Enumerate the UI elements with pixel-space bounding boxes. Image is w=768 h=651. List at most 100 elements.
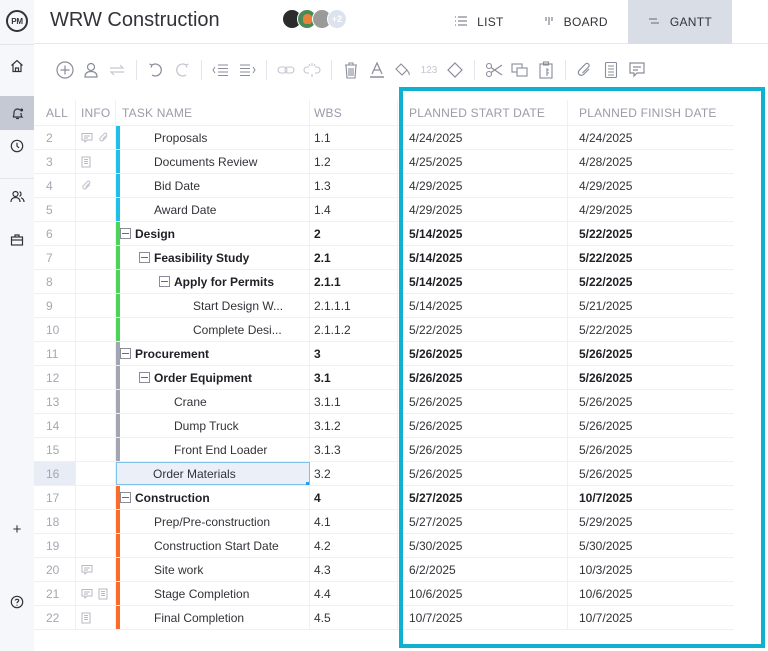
wbs-cell[interactable]: 4.4 [310, 582, 398, 605]
wbs-cell[interactable]: 1.3 [310, 174, 398, 197]
planned-finish-cell[interactable]: 5/26/2025 [579, 442, 633, 457]
row-number[interactable]: 6 [34, 222, 76, 245]
cut-icon[interactable] [481, 57, 507, 83]
planned-start-cell[interactable]: 6/2/2025 [398, 558, 568, 581]
table-row[interactable]: 15 Front End Loader 3.1.3 5/26/2025 5/26… [34, 438, 734, 462]
wbs-cell[interactable]: 4.3 [310, 558, 398, 581]
task-name-cell[interactable]: Prep/Pre-construction [116, 510, 310, 533]
people-icon[interactable] [0, 181, 34, 211]
planned-start-cell[interactable]: 5/14/2025 [398, 294, 568, 317]
planned-finish-cell[interactable]: 5/26/2025 [579, 346, 633, 361]
wbs-cell[interactable]: 3 [310, 342, 398, 365]
wbs-cell[interactable]: 2.1.1 [310, 270, 398, 293]
row-number[interactable]: 13 [34, 390, 76, 413]
collapse-toggle-icon[interactable] [120, 228, 131, 239]
table-row[interactable]: 12 Order Equipment 3.1 5/26/2025 5/26/20… [34, 366, 734, 390]
comment-icon[interactable] [81, 132, 93, 144]
planned-start-cell[interactable]: 5/14/2025 [398, 222, 568, 245]
tab-board[interactable]: BOARD [524, 0, 628, 44]
pm-logo[interactable]: PM [0, 6, 34, 36]
delete-icon[interactable] [338, 57, 364, 83]
plus-icon[interactable]: + [12, 520, 22, 538]
clock-icon[interactable] [0, 131, 34, 161]
table-row[interactable]: 9 Start Design W... 2.1.1.1 5/14/2025 5/… [34, 294, 734, 318]
row-number[interactable]: 14 [34, 414, 76, 437]
copy-icon[interactable] [507, 57, 533, 83]
wbs-cell[interactable]: 4.1 [310, 510, 398, 533]
row-number[interactable]: 4 [34, 174, 76, 197]
column-header-wbs[interactable]: WBS [310, 100, 398, 125]
planned-start-cell[interactable]: 5/26/2025 [398, 438, 568, 461]
milestone-icon[interactable] [442, 57, 468, 83]
undo-icon[interactable] [143, 57, 169, 83]
task-name-cell[interactable]: Design [116, 222, 310, 245]
table-row[interactable]: 5 Award Date 1.4 4/29/2025 4/29/2025 [34, 198, 734, 222]
row-number[interactable]: 8 [34, 270, 76, 293]
row-number[interactable]: 19 [34, 534, 76, 557]
task-name-cell[interactable]: Front End Loader [116, 438, 310, 461]
collapse-toggle-icon[interactable] [120, 348, 131, 359]
planned-start-cell[interactable]: 5/27/2025 [398, 486, 568, 509]
redo-icon[interactable] [169, 57, 195, 83]
collapse-toggle-icon[interactable] [159, 276, 170, 287]
wbs-cell[interactable]: 1.1 [310, 126, 398, 149]
planned-start-cell[interactable]: 5/26/2025 [398, 366, 568, 389]
table-row[interactable]: 7 Feasibility Study 2.1 5/14/2025 5/22/2… [34, 246, 734, 270]
planned-finish-cell[interactable]: 10/3/2025 [579, 562, 633, 577]
task-name-cell[interactable]: Site work [116, 558, 310, 581]
comment-icon[interactable] [81, 564, 93, 576]
planned-start-cell[interactable]: 5/14/2025 [398, 270, 568, 293]
table-row[interactable]: 10 Complete Desi... 2.1.1.2 5/22/2025 5/… [34, 318, 734, 342]
tab-list[interactable]: LIST [435, 0, 524, 44]
planned-finish-cell[interactable]: 4/24/2025 [579, 130, 633, 145]
table-row[interactable]: 22 Final Completion 4.5 10/7/2025 10/7/2… [34, 606, 734, 630]
task-name-cell[interactable]: Award Date [116, 198, 310, 221]
column-header-info[interactable]: INFO [76, 100, 116, 125]
planned-finish-cell[interactable]: 4/29/2025 [579, 178, 633, 193]
avatar-more-count[interactable]: +2 [327, 9, 347, 29]
task-name-cell[interactable]: Stage Completion [116, 582, 310, 605]
row-number[interactable]: 16 [34, 462, 76, 485]
column-header-planned-start[interactable]: PLANNED START DATE [398, 100, 568, 125]
collapse-toggle-icon[interactable] [139, 372, 150, 383]
planned-finish-cell[interactable]: 5/29/2025 [579, 514, 633, 529]
planned-start-cell[interactable]: 10/7/2025 [398, 606, 568, 629]
wbs-cell[interactable]: 1.4 [310, 198, 398, 221]
planned-start-cell[interactable]: 5/14/2025 [398, 246, 568, 269]
row-number[interactable]: 9 [34, 294, 76, 317]
planned-finish-cell[interactable]: 5/22/2025 [579, 226, 633, 241]
row-number[interactable]: 15 [34, 438, 76, 461]
wbs-cell[interactable]: 3.1.1 [310, 390, 398, 413]
planned-finish-cell[interactable]: 5/22/2025 [579, 322, 633, 337]
planned-finish-cell[interactable]: 5/26/2025 [579, 394, 633, 409]
wbs-cell[interactable]: 2 [310, 222, 398, 245]
planned-finish-cell[interactable]: 4/28/2025 [579, 154, 633, 169]
attachment-icon[interactable] [572, 57, 598, 83]
fill-color-icon[interactable] [390, 57, 416, 83]
wbs-cell[interactable]: 1.2 [310, 150, 398, 173]
planned-finish-cell[interactable]: 10/7/2025 [579, 490, 633, 505]
comment-icon[interactable] [624, 57, 650, 83]
wbs-cell[interactable]: 3.2 [310, 462, 398, 485]
table-row[interactable]: 6 Design 2 5/14/2025 5/22/2025 [34, 222, 734, 246]
planned-start-cell[interactable]: 4/24/2025 [398, 126, 568, 149]
task-name-cell[interactable]: Construction Start Date [116, 534, 310, 557]
task-name-cell[interactable]: Proposals [116, 126, 310, 149]
column-header-all[interactable]: ALL [34, 100, 76, 125]
planned-start-cell[interactable]: 5/26/2025 [398, 342, 568, 365]
row-number[interactable]: 10 [34, 318, 76, 341]
paste-icon[interactable] [533, 57, 559, 83]
planned-start-cell[interactable]: 4/29/2025 [398, 198, 568, 221]
team-avatars[interactable]: +2 [282, 9, 347, 31]
planned-finish-cell[interactable]: 10/6/2025 [579, 586, 633, 601]
planned-finish-cell[interactable]: 5/26/2025 [579, 418, 633, 433]
wbs-cell[interactable]: 4 [310, 486, 398, 509]
wbs-cell[interactable]: 2.1 [310, 246, 398, 269]
table-row[interactable]: 16 Order Materials 3.2 5/26/2025 5/26/20… [34, 462, 734, 486]
planned-start-cell[interactable]: 5/26/2025 [398, 462, 568, 485]
task-name-cell[interactable]: Order Materials [116, 462, 310, 485]
wbs-cell[interactable]: 3.1 [310, 366, 398, 389]
table-row[interactable]: 21 Stage Completion 4.4 10/6/2025 10/6/2… [34, 582, 734, 606]
collapse-toggle-icon[interactable] [139, 252, 150, 263]
planned-finish-cell[interactable]: 10/7/2025 [579, 610, 633, 625]
